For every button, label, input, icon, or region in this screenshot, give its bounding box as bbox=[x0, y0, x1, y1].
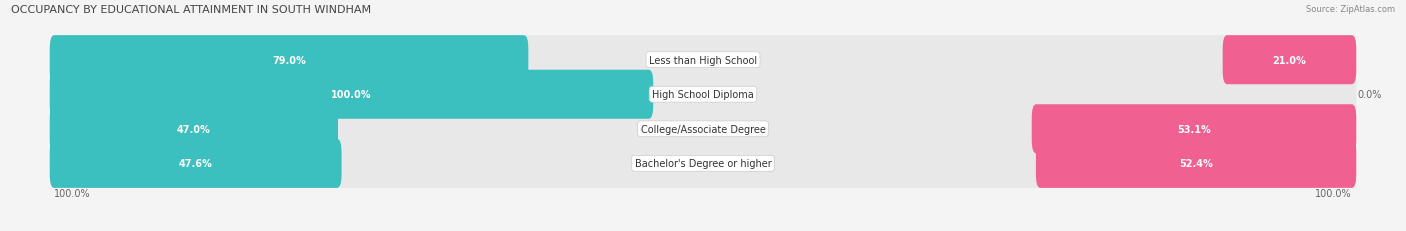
Text: 100.0%: 100.0% bbox=[332, 90, 371, 100]
Text: OCCUPANCY BY EDUCATIONAL ATTAINMENT IN SOUTH WINDHAM: OCCUPANCY BY EDUCATIONAL ATTAINMENT IN S… bbox=[11, 5, 371, 15]
FancyBboxPatch shape bbox=[1223, 36, 1357, 85]
FancyBboxPatch shape bbox=[49, 139, 342, 188]
Text: 100.0%: 100.0% bbox=[1315, 188, 1353, 198]
FancyBboxPatch shape bbox=[49, 139, 1357, 188]
Text: 52.4%: 52.4% bbox=[1180, 159, 1213, 169]
Text: Source: ZipAtlas.com: Source: ZipAtlas.com bbox=[1306, 5, 1395, 14]
Text: 100.0%: 100.0% bbox=[53, 188, 91, 198]
Text: High School Diploma: High School Diploma bbox=[652, 90, 754, 100]
FancyBboxPatch shape bbox=[49, 36, 1357, 85]
Text: Bachelor's Degree or higher: Bachelor's Degree or higher bbox=[634, 159, 772, 169]
Text: 0.0%: 0.0% bbox=[1357, 90, 1382, 100]
FancyBboxPatch shape bbox=[49, 70, 1357, 119]
Text: 21.0%: 21.0% bbox=[1272, 55, 1306, 65]
FancyBboxPatch shape bbox=[1032, 105, 1357, 154]
FancyBboxPatch shape bbox=[49, 105, 1357, 154]
Text: 47.6%: 47.6% bbox=[179, 159, 212, 169]
FancyBboxPatch shape bbox=[49, 70, 654, 119]
Text: Less than High School: Less than High School bbox=[650, 55, 756, 65]
FancyBboxPatch shape bbox=[49, 105, 337, 154]
FancyBboxPatch shape bbox=[49, 36, 529, 85]
Text: 53.1%: 53.1% bbox=[1177, 124, 1211, 134]
Text: 79.0%: 79.0% bbox=[273, 55, 307, 65]
Text: 47.0%: 47.0% bbox=[177, 124, 211, 134]
FancyBboxPatch shape bbox=[1036, 139, 1357, 188]
Text: College/Associate Degree: College/Associate Degree bbox=[641, 124, 765, 134]
